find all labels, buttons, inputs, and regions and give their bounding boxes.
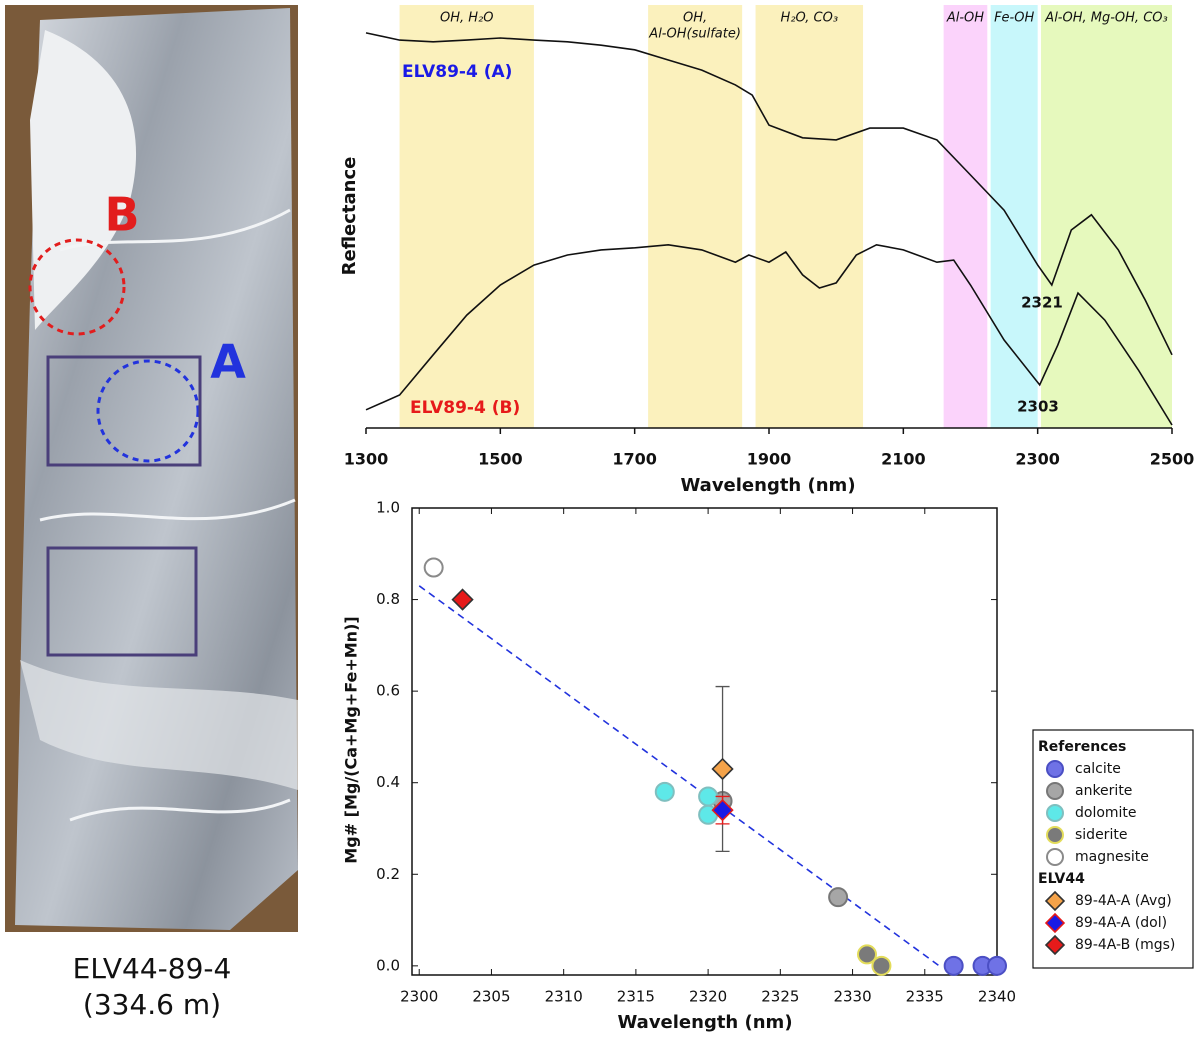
x-tick-label: 2300 — [1015, 450, 1060, 469]
legend-label: 89-4A-B (mgs) — [1075, 937, 1175, 953]
caption: (334.6 m) — [83, 988, 221, 1021]
annotation: 2321 — [1021, 294, 1063, 312]
y-tick-label: 0.0 — [376, 956, 400, 974]
y-tick-label: 0.8 — [376, 590, 400, 608]
legend-label: calcite — [1075, 761, 1121, 777]
band — [399, 5, 534, 428]
legend-swatch — [1044, 890, 1066, 912]
legend-label: magnesite — [1075, 849, 1149, 865]
y-tick-label: 0.6 — [376, 682, 400, 700]
diamond — [451, 588, 474, 611]
legend-swatch — [1046, 848, 1064, 866]
x-tick-label: 2300 — [400, 988, 438, 1006]
legend-label: siderite — [1075, 827, 1127, 843]
legend-swatch — [1046, 826, 1064, 844]
legend-swatch — [1046, 782, 1064, 800]
x-tick-label: 2335 — [906, 988, 944, 1006]
band — [943, 5, 988, 428]
x-axis-label: Wavelength (nm) — [680, 475, 855, 496]
x-tick-label: 2325 — [761, 988, 799, 1006]
band-label: OH, — [683, 11, 707, 26]
sample-box — [46, 355, 202, 467]
band-label: Al-OH(sulfate) — [648, 27, 741, 42]
legend-swatch — [1044, 912, 1066, 934]
legend-swatch — [1046, 760, 1064, 778]
legend-swatch — [1044, 934, 1066, 956]
spectrum-line — [365, 32, 1173, 356]
caption: ELV44-89-4 — [73, 952, 232, 985]
band — [648, 5, 743, 428]
fit-line — [418, 585, 940, 967]
x-tick-label: 2100 — [881, 450, 926, 469]
band-label: H₂O, CO₃ — [781, 11, 838, 26]
band — [755, 5, 864, 428]
y-tick-label: 1.0 — [376, 499, 400, 517]
band-label: Al-OH, Mg-OH, CO₃ — [1044, 11, 1167, 26]
x-tick-label: 2320 — [689, 988, 727, 1006]
legend-group-title: References — [1038, 739, 1126, 755]
point — [943, 955, 964, 976]
point — [423, 557, 444, 578]
legend-label: 89-4A-A (dol) — [1075, 915, 1167, 931]
plot-frame — [411, 507, 998, 976]
point — [828, 887, 849, 908]
x-tick-label: 1900 — [747, 450, 792, 469]
x-axis-label: Wavelength (nm) — [617, 1012, 792, 1033]
series-label: ELV89-4 (B) — [410, 398, 520, 418]
x-tick-label: 2315 — [617, 988, 655, 1006]
point — [857, 944, 877, 965]
y-axis-label: Mg# [Mg/(Ca+Mg+Fe+Mn)] — [342, 616, 361, 863]
annotation: 2303 — [1017, 398, 1059, 416]
band-label: Fe-OH — [994, 11, 1034, 26]
band-label: OH, H₂O — [440, 11, 494, 26]
core-photo: A B — [5, 5, 298, 932]
spot-a-circle — [96, 359, 200, 463]
diamond — [711, 757, 734, 781]
x-tick-label: 2310 — [545, 988, 583, 1006]
point — [698, 786, 719, 807]
legend-label: ankerite — [1075, 783, 1132, 799]
x-tick-label: 1300 — [344, 450, 389, 469]
band-label: Al-OH — [946, 11, 984, 26]
legend-label: dolomite — [1075, 805, 1137, 821]
veinlet — [39, 208, 296, 822]
band — [990, 5, 1038, 428]
spot-b-circle — [28, 238, 126, 336]
point — [654, 781, 675, 802]
photo-label: A — [210, 335, 246, 389]
point — [871, 955, 892, 976]
legend-group-title: ELV44 — [1038, 871, 1085, 887]
white-vein — [30, 30, 137, 330]
diamond — [711, 799, 734, 822]
x-tick-label: 2330 — [833, 988, 871, 1006]
legend-label: 89-4A-A (Avg) — [1075, 893, 1172, 909]
y-axis-label: Reflectance — [339, 157, 360, 276]
photo-label: B — [104, 188, 139, 242]
white-vein — [20, 660, 298, 790]
x-tick-label: 1500 — [478, 450, 523, 469]
sample-box — [46, 546, 198, 657]
spectrum-line — [365, 243, 1173, 426]
x-tick-label: 1700 — [612, 450, 657, 469]
band — [1041, 5, 1172, 428]
series-label: ELV89-4 (A) — [402, 62, 512, 82]
x-tick-label: 2305 — [472, 988, 510, 1006]
legend-swatch — [1046, 804, 1064, 822]
y-tick-label: 0.4 — [376, 773, 400, 791]
x-tick-label: 2500 — [1150, 450, 1195, 469]
y-tick-label: 0.2 — [376, 865, 400, 883]
x-tick-label: 2340 — [978, 988, 1016, 1006]
point — [987, 955, 1007, 976]
